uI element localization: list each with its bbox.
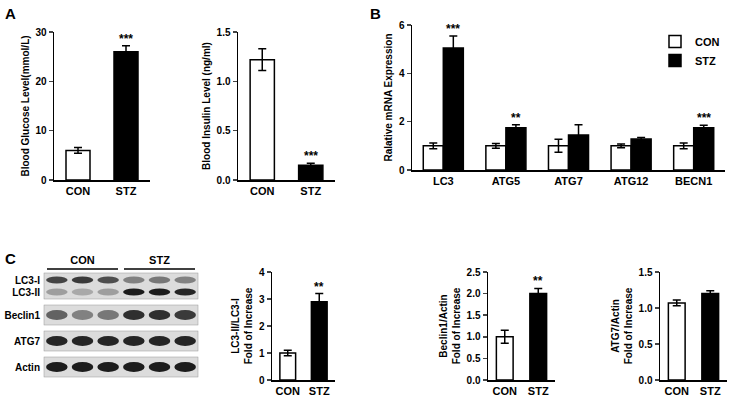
svg-text:Blood Glucose Level(mmol/L): Blood Glucose Level(mmol/L) bbox=[20, 35, 31, 176]
svg-text:4: 4 bbox=[259, 267, 265, 278]
svg-text:1.0: 1.0 bbox=[639, 303, 653, 314]
svg-text:Ralative mRNA Expression: Ralative mRNA Expression bbox=[383, 33, 394, 161]
svg-text:Actin: Actin bbox=[15, 362, 40, 373]
svg-text:ATG7/ActinFold of Increase: ATG7/ActinFold of Increase bbox=[610, 287, 634, 364]
svg-text:***: *** bbox=[697, 111, 711, 125]
svg-text:Beclin1/ActinFold of Increase: Beclin1/ActinFold of Increase bbox=[438, 287, 462, 364]
svg-text:STZ: STZ bbox=[528, 385, 549, 397]
svg-text:C: C bbox=[5, 250, 16, 267]
svg-text:1.5: 1.5 bbox=[217, 27, 231, 38]
svg-text:0.5: 0.5 bbox=[639, 339, 653, 350]
svg-text:1.0: 1.0 bbox=[217, 76, 231, 87]
svg-text:2: 2 bbox=[399, 116, 405, 127]
svg-text:ATG7: ATG7 bbox=[14, 336, 40, 347]
svg-text:BECN1: BECN1 bbox=[675, 175, 712, 187]
svg-text:20: 20 bbox=[35, 76, 47, 87]
svg-text:A: A bbox=[5, 5, 16, 22]
svg-text:6: 6 bbox=[399, 20, 405, 31]
svg-text:STZ: STZ bbox=[695, 55, 716, 67]
svg-text:CON: CON bbox=[665, 385, 690, 397]
svg-text:3: 3 bbox=[259, 294, 265, 305]
svg-text:0: 0 bbox=[259, 375, 265, 386]
svg-text:4: 4 bbox=[399, 68, 405, 79]
svg-text:10: 10 bbox=[35, 125, 47, 136]
svg-text:1.0: 1.0 bbox=[467, 331, 481, 342]
svg-text:30: 30 bbox=[35, 27, 47, 38]
svg-text:ATG12: ATG12 bbox=[614, 175, 649, 187]
svg-text:Beclin1: Beclin1 bbox=[4, 310, 40, 321]
svg-text:**: ** bbox=[533, 274, 543, 288]
svg-text:CON: CON bbox=[276, 385, 301, 397]
svg-text:0.0: 0.0 bbox=[639, 375, 653, 386]
svg-text:CON: CON bbox=[250, 185, 275, 197]
svg-text:***: *** bbox=[446, 22, 460, 36]
svg-text:CON: CON bbox=[70, 254, 95, 266]
svg-text:**: ** bbox=[314, 280, 324, 294]
svg-text:1.5: 1.5 bbox=[639, 267, 653, 278]
svg-text:0.5: 0.5 bbox=[217, 125, 231, 136]
svg-text:LC3-II: LC3-II bbox=[12, 287, 40, 298]
svg-text:2: 2 bbox=[259, 321, 265, 332]
svg-text:CON: CON bbox=[493, 385, 518, 397]
svg-text:0.0: 0.0 bbox=[467, 375, 481, 386]
svg-text:**: ** bbox=[511, 111, 521, 125]
svg-text:0: 0 bbox=[399, 165, 405, 176]
svg-text:0: 0 bbox=[41, 175, 47, 186]
svg-text:***: *** bbox=[119, 32, 133, 46]
svg-text:ATG7: ATG7 bbox=[554, 175, 583, 187]
svg-text:LC3: LC3 bbox=[433, 175, 454, 187]
svg-text:STZ: STZ bbox=[300, 185, 321, 197]
svg-text:1: 1 bbox=[259, 348, 265, 359]
svg-text:B: B bbox=[370, 5, 381, 22]
svg-text:STZ: STZ bbox=[700, 385, 721, 397]
svg-text:***: *** bbox=[304, 149, 318, 163]
svg-text:ATG5: ATG5 bbox=[492, 175, 521, 187]
svg-text:Blood Insulin Level (ng/ml): Blood Insulin Level (ng/ml) bbox=[201, 42, 212, 170]
svg-text:STZ: STZ bbox=[149, 254, 170, 266]
svg-text:STZ: STZ bbox=[116, 185, 137, 197]
svg-text:2.5: 2.5 bbox=[467, 267, 481, 278]
svg-text:0.0: 0.0 bbox=[217, 175, 231, 186]
svg-text:2.0: 2.0 bbox=[467, 288, 481, 299]
svg-text:CON: CON bbox=[695, 36, 720, 48]
svg-text:STZ: STZ bbox=[309, 385, 330, 397]
svg-text:LC3-II/LC3-IFold of Increase: LC3-II/LC3-IFold of Increase bbox=[230, 287, 254, 364]
svg-text:0.5: 0.5 bbox=[467, 353, 481, 364]
svg-text:CON: CON bbox=[66, 185, 91, 197]
svg-text:LC3-I: LC3-I bbox=[15, 275, 40, 286]
svg-text:1.5: 1.5 bbox=[467, 310, 481, 321]
